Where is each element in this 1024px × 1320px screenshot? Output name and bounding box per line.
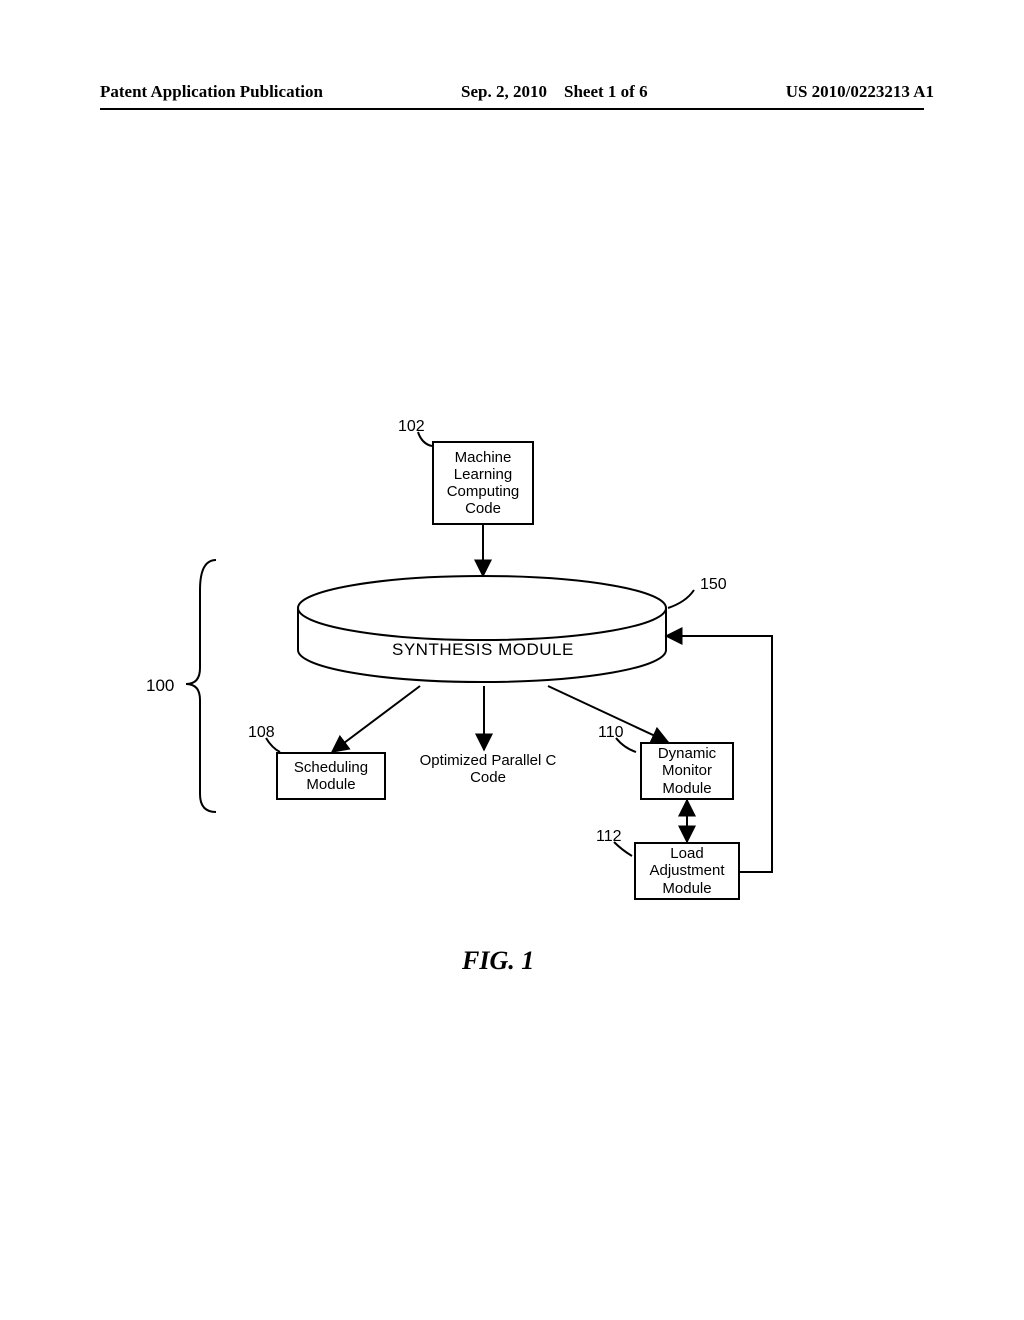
optimized-parallel-c-code-label: Optimized Parallel CCode: [400, 752, 576, 786]
load-adjustment-module-box: LoadAdjustmentModule: [634, 842, 740, 900]
ref-110: 110: [598, 724, 624, 742]
synthesis-cylinder: [298, 576, 666, 682]
group-100-label: 100: [146, 676, 174, 696]
ref-102: 102: [398, 418, 425, 436]
diagram-svg: [0, 0, 1024, 1320]
ref-108: 108: [248, 724, 275, 742]
page-root: Patent Application Publication Sep. 2, 2…: [0, 0, 1024, 1320]
group-brace: [186, 560, 216, 812]
ref-112: 112: [596, 828, 622, 846]
scheduling-module-box: SchedulingModule: [276, 752, 386, 800]
figure-caption: FIG. 1: [462, 946, 534, 976]
synthesis-module-label: SYNTHESIS MODULE: [392, 640, 574, 660]
machine-learning-code-box: MachineLearningComputingCode: [432, 441, 534, 525]
ref-150: 150: [700, 576, 727, 594]
dynamic-monitor-module-box: DynamicMonitorModule: [640, 742, 734, 800]
